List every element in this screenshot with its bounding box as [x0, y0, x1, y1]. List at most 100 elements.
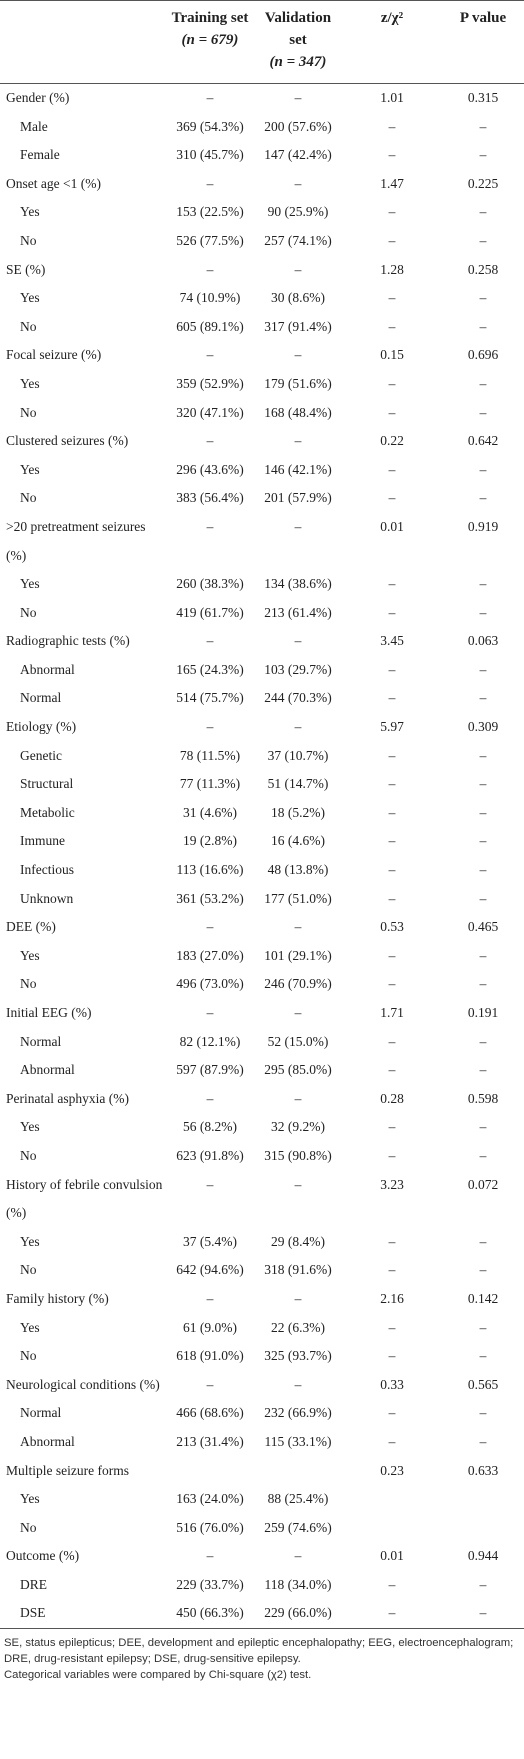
cell: 56 (8.2%): [183, 1119, 237, 1135]
row-label: No: [20, 604, 37, 620]
cell: 0.28: [380, 1090, 404, 1106]
row-label: No: [20, 318, 37, 334]
cell: 78 (11.5%): [179, 747, 241, 763]
cell: 52 (15.0%): [267, 1033, 329, 1049]
sub-row: DRE 229 (33.7%) 118 (34.0%) – –: [0, 1571, 524, 1600]
cell: 146 (42.1%): [264, 461, 332, 477]
cell: –: [479, 833, 487, 849]
cell: –: [294, 633, 302, 649]
row-label: Male: [20, 118, 48, 134]
cell: –: [479, 318, 487, 334]
cell: 1.71: [380, 1005, 404, 1020]
row-label: Family history (%): [6, 1290, 109, 1306]
cell: –: [479, 461, 487, 477]
cell: –: [294, 1376, 302, 1392]
cell: –: [479, 890, 487, 906]
header-title: Training set: [171, 10, 249, 26]
cell: –: [388, 690, 396, 706]
row-label: No: [20, 1348, 37, 1364]
cell: 0.15: [380, 347, 404, 363]
cell: –: [479, 1262, 487, 1278]
cell: –: [388, 1319, 396, 1335]
cell: 200 (57.6%): [264, 118, 332, 134]
cell: 18 (5.2%): [271, 804, 325, 820]
cell: 0.465: [467, 919, 499, 935]
cell: –: [479, 947, 487, 963]
cell: –: [388, 375, 396, 391]
cell: 257 (74.1%): [264, 232, 332, 248]
cell: 0.315: [467, 90, 499, 105]
cell: –: [388, 862, 396, 878]
cell: 260 (38.3%): [176, 576, 244, 592]
sub-row: Female 310 (45.7%) 147 (42.4%) – –: [0, 141, 524, 170]
cell: 2.16: [380, 1290, 404, 1306]
sub-row: No 496 (73.0%) 246 (70.9%) – –: [0, 970, 524, 999]
row-label: Genetic: [20, 747, 62, 763]
cell: –: [479, 576, 487, 592]
cell: [342, 1485, 442, 1514]
table-header: Training set (n = 679) Validation set (n =…: [0, 0, 524, 84]
cell: 0.944: [467, 1548, 499, 1564]
row-label: History of febrile convulsion (%): [6, 1176, 163, 1221]
group-row: Focal seizure (%) – – 0.15 0.696: [0, 341, 524, 370]
cell: 0.565: [467, 1376, 499, 1392]
cell: –: [294, 1548, 302, 1564]
group-row: DEE (%) – – 0.53 0.465: [0, 913, 524, 942]
sub-row: DSE 450 (66.3%) 229 (66.0%) – –: [0, 1599, 524, 1628]
sub-row: Male 369 (54.3%) 200 (57.6%) – –: [0, 113, 524, 142]
cell: 0.598: [467, 1090, 499, 1106]
sub-row: No 623 (91.8%) 315 (90.8%) – –: [0, 1142, 524, 1171]
cell: –: [479, 375, 487, 391]
cell: 213 (31.4%): [176, 1433, 244, 1449]
row-label: Neurological conditions (%): [6, 1376, 160, 1392]
row-label: Perinatal asphyxia (%): [6, 1090, 129, 1106]
cell: –: [479, 147, 487, 163]
row-label: No: [20, 976, 37, 992]
group-row: Initial EEG (%) – – 1.71 0.191: [0, 999, 524, 1028]
sub-row: Metabolic 31 (4.6%) 18 (5.2%) – –: [0, 799, 524, 828]
cell: –: [388, 490, 396, 506]
row-label: Structural: [20, 776, 74, 792]
cell: –: [479, 604, 487, 620]
row-label: Abnormal: [20, 661, 75, 677]
table-body: Gender (%) – – 1.01 0.315 Male 369 (54.3%) 200 …: [0, 84, 524, 1629]
cell: 1.28: [380, 261, 404, 277]
cell: 0.53: [380, 919, 404, 935]
cell: –: [479, 118, 487, 134]
row-label: Abnormal: [20, 1433, 75, 1449]
cell: 48 (13.8%): [267, 862, 329, 878]
cell: 318 (91.6%): [264, 1262, 332, 1278]
cell: 22 (6.3%): [271, 1319, 325, 1335]
footnotes: SE, status epilepticus; DEE, development…: [0, 1629, 524, 1683]
row-label: Yes: [20, 375, 40, 391]
cell: 3.23: [380, 1176, 404, 1192]
sub-row: Normal 514 (75.7%) 244 (70.3%) – –: [0, 684, 524, 713]
cell: 32 (9.2%): [271, 1119, 325, 1135]
row-label: Clustered seizures (%): [6, 433, 129, 449]
row-label: Infectious: [20, 862, 74, 878]
row-label: DRE: [20, 1576, 47, 1592]
cell: 82 (12.1%): [179, 1033, 241, 1049]
cell: 383 (56.4%): [176, 490, 244, 506]
cell: –: [388, 776, 396, 792]
cell: –: [294, 518, 302, 534]
header-title: P value: [459, 10, 507, 26]
cell: –: [479, 1576, 487, 1592]
group-row: Etiology (%) – – 5.97 0.309: [0, 713, 524, 742]
sub-row: Yes 37 (5.4%) 29 (8.4%) – –: [0, 1228, 524, 1257]
cell: –: [479, 690, 487, 706]
cell: 450 (66.3%): [176, 1605, 244, 1621]
row-label: Yes: [20, 1233, 40, 1249]
row-label: Focal seizure (%): [6, 347, 102, 363]
cell: [442, 1514, 524, 1543]
sub-row: Infectious 113 (16.6%) 48 (13.8%) – –: [0, 856, 524, 885]
cell: 325 (93.7%): [264, 1348, 332, 1364]
cell: –: [206, 1005, 214, 1020]
row-label: Yes: [20, 461, 40, 477]
cell: –: [388, 947, 396, 963]
cell: –: [479, 862, 487, 878]
group-row: Radiographic tests (%) – – 3.45 0.063: [0, 627, 524, 656]
group-row: Neurological conditions (%) – – 0.33 0.565: [0, 1371, 524, 1400]
row-label: Normal: [20, 690, 62, 706]
